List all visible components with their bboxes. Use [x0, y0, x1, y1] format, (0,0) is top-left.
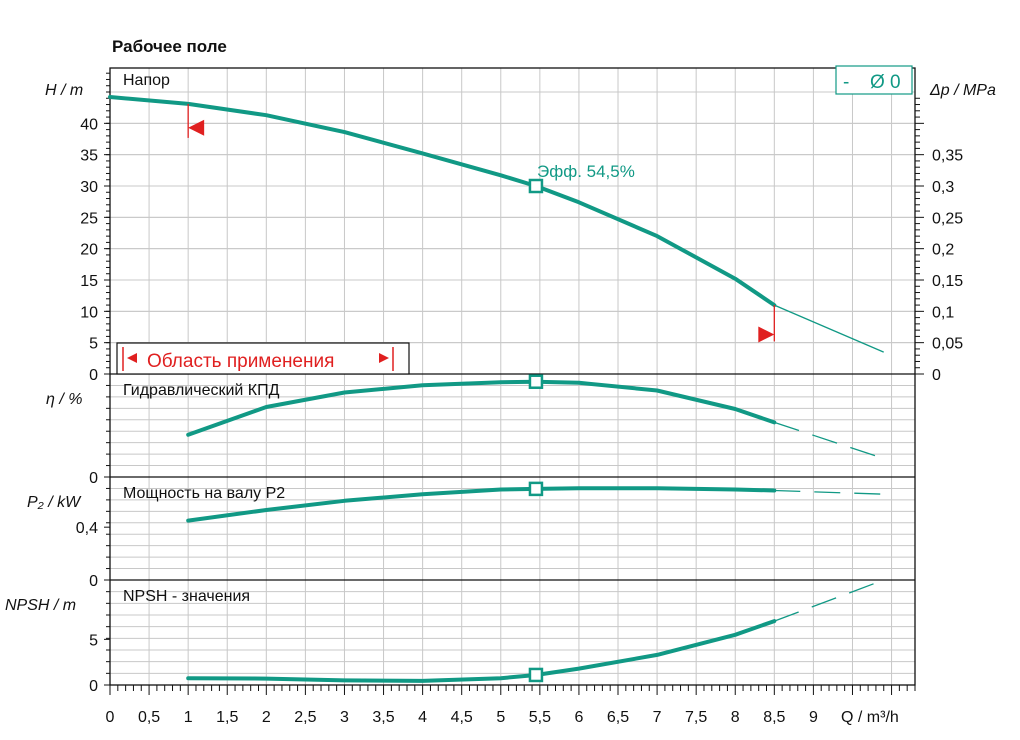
- efficiency-label: Эфф. 54,5%: [537, 162, 635, 181]
- y-tick-label: 0: [89, 678, 98, 695]
- y2-tick-label: 0,25: [932, 210, 963, 227]
- y-tick-label: 15: [80, 273, 98, 290]
- y2-tick-label: 0,1: [932, 304, 954, 321]
- y-tick-label: 25: [80, 210, 98, 227]
- y-tick-label: 0: [89, 470, 98, 487]
- power-duty-point-marker: [528, 481, 544, 497]
- y2-tick-label: 0,35: [932, 148, 963, 165]
- panel-frames: [104, 67, 924, 695]
- panel-title-npsh: NPSH - значения: [123, 588, 250, 605]
- application-range: Область применения: [116, 342, 410, 375]
- y2-tick-label: 0,15: [932, 273, 963, 290]
- y-tick-label: 40: [80, 116, 98, 133]
- pressure-y2label: Δp / MPa: [929, 82, 996, 99]
- x-tick-label: 8,5: [763, 709, 785, 726]
- head-curve-extension: [774, 304, 884, 353]
- efficiency-curve-extension: [774, 421, 884, 460]
- npsh-ylabel: NPSH / m: [5, 597, 76, 614]
- x-tick-label: 4: [418, 709, 427, 726]
- y2-tick-label: 0,2: [932, 242, 954, 259]
- y-tick-label: 5: [89, 632, 98, 649]
- legend-dash: -: [843, 72, 849, 93]
- legend-label: Ø 0: [870, 72, 901, 93]
- x-tick-label: 7,5: [685, 709, 707, 726]
- legend-box: [835, 65, 913, 95]
- y2-tick-label: 0: [932, 367, 941, 384]
- y-tick-label: 0: [89, 367, 98, 384]
- y-tick-label: 10: [80, 304, 98, 321]
- x-tick-label: 0,5: [138, 709, 160, 726]
- x-tick-label: 2: [262, 709, 271, 726]
- plot-frame: [109, 67, 916, 686]
- efficiency-duty-point-marker: [528, 374, 544, 389]
- efficiency-ylabel: η / %: [46, 391, 82, 408]
- head-ylabel: H / m: [45, 82, 83, 99]
- y-tick-label: 0: [89, 573, 98, 590]
- range-max-arrow: [758, 326, 775, 343]
- y2-tick-label: 0,3: [932, 179, 954, 196]
- panel-title-head: Напор: [123, 72, 170, 89]
- range-min-arrow: [188, 119, 205, 136]
- x-tick-label: 8: [731, 709, 740, 726]
- y-tick-label: 0,4: [76, 520, 98, 537]
- y2-tick-label: 0,05: [932, 336, 963, 353]
- flow-xlabel: Q / m³/h: [841, 709, 899, 726]
- x-tick-label: 3: [340, 709, 349, 726]
- x-tick-label: 3,5: [372, 709, 394, 726]
- x-tick-label: 9: [809, 709, 818, 726]
- panel-title-efficiency: Гидравлический КПД: [123, 382, 280, 399]
- y-tick-label: 35: [80, 148, 98, 165]
- y-tick-label: 5: [89, 336, 98, 353]
- y-tick-label: 30: [80, 179, 98, 196]
- range-right-arrow: [379, 353, 389, 363]
- grid: [110, 68, 915, 685]
- npsh-duty-point-marker: [528, 667, 544, 683]
- legend: - Ø 0: [835, 65, 913, 95]
- x-tick-label: 4,5: [451, 709, 473, 726]
- power-curve: [186, 486, 777, 523]
- y-tick-label: 20: [80, 242, 98, 259]
- x-tick-label: 7: [653, 709, 662, 726]
- curves: [108, 95, 884, 683]
- x-tick-label: 0: [106, 709, 115, 726]
- x-tick-label: 6: [574, 709, 583, 726]
- x-tick-label: 5,5: [529, 709, 551, 726]
- power-ylabel: P₂ / kW: [27, 494, 82, 511]
- application-range-label: Область применения: [147, 351, 334, 372]
- range-left-arrow: [127, 353, 137, 363]
- head-curve: [108, 95, 777, 308]
- head-curve-start: [109, 96, 189, 105]
- tick-labels: 0 0,5 1 1,5 2 2,5 3 3,5 4 4,5 5 5,5 6 6,5 7 7,5 8 8,5 9 0 5 1…: [76, 116, 963, 726]
- x-tick-label: 1,5: [216, 709, 238, 726]
- x-tick-label: 2,5: [294, 709, 316, 726]
- panel-title-power: Мощность на валу P2: [123, 485, 285, 502]
- head-duty-point-marker: [528, 178, 544, 194]
- x-tick-label: 1: [184, 709, 193, 726]
- npsh-curve-extension: [774, 579, 884, 622]
- efficiency-curve: [186, 379, 777, 437]
- chart-title: Рабочее поле: [112, 37, 227, 56]
- application-range-box: [116, 342, 410, 375]
- x-tick-label: 6,5: [607, 709, 629, 726]
- power-curve-extension: [774, 489, 884, 495]
- x-tick-label: 5: [496, 709, 505, 726]
- npsh-curve: [186, 619, 777, 683]
